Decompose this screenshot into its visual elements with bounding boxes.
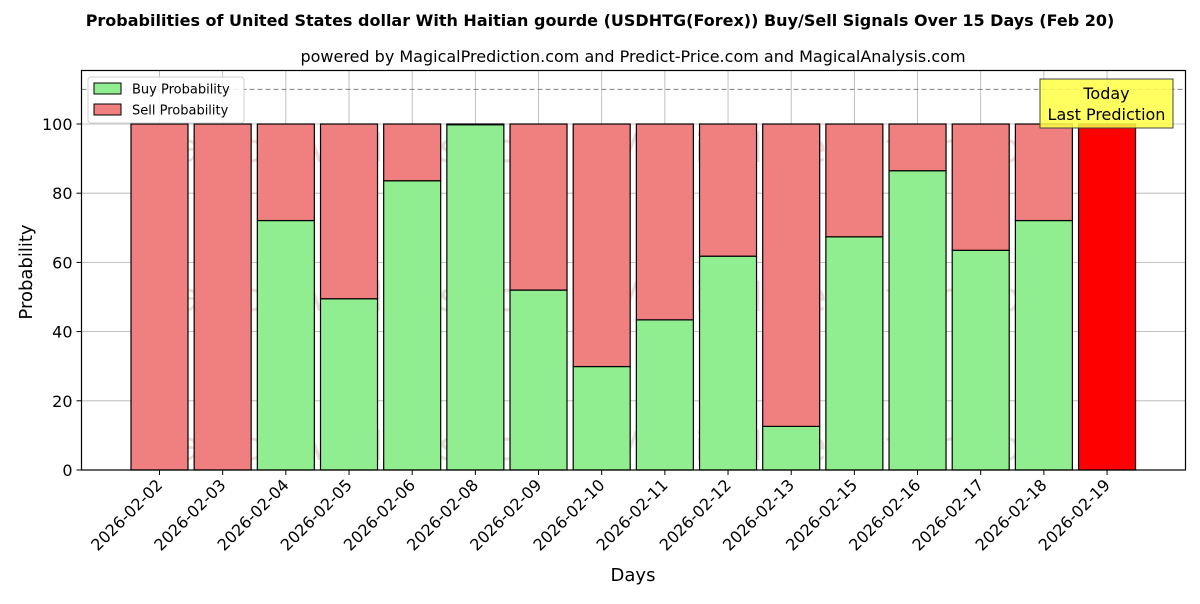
sell-segment: [888, 123, 947, 172]
bar-2026-02-16: [888, 123, 947, 471]
bars: [130, 123, 1137, 471]
buy-segment: [319, 298, 379, 471]
bar-2026-02-04: [256, 123, 315, 471]
today-annotation-line2: Last Prediction: [1048, 105, 1166, 124]
legend-swatch-sell: [93, 103, 122, 116]
y-axis: 0 20 40 60 80 100: [42, 115, 82, 480]
today-annotation: Today Last Prediction: [1039, 78, 1174, 129]
sell-segment: [193, 123, 252, 471]
bar-2026-02-18: [1014, 123, 1073, 471]
sell-segment: [319, 123, 379, 300]
chart-title: Probabilities of United States dollar Wi…: [86, 11, 1115, 30]
y-tick-label: 60: [52, 253, 72, 272]
buy-segment: [825, 236, 884, 471]
bar-2026-02-17: [951, 123, 1010, 471]
bar-2026-02-13: [762, 123, 821, 471]
bar-2026-02-06: [383, 123, 442, 471]
buy-segment: [446, 124, 505, 471]
today-annotation-box: [1039, 78, 1174, 129]
sell-segment: [446, 123, 505, 126]
bar-2026-02-19: [1077, 123, 1137, 471]
y-axis-label: Probability: [16, 224, 37, 319]
sell-segment: [572, 123, 631, 368]
sell-segment: [951, 123, 1010, 251]
sell-segment: [383, 123, 442, 182]
y-tick-label: 40: [52, 323, 72, 342]
buy-segment: [572, 365, 631, 471]
y-tick-label: 0: [62, 461, 72, 480]
chart-subtitle: powered by MagicalPrediction.com and Pre…: [300, 47, 965, 66]
buy-segment: [635, 319, 694, 471]
sell-segment: [635, 123, 694, 321]
sell-segment: [509, 123, 568, 291]
legend-label-sell: Sell Probability: [132, 104, 229, 119]
bar-2026-02-02: [130, 123, 189, 471]
y-tick-label: 100: [42, 115, 73, 134]
legend-box: [87, 76, 245, 124]
buy-segment: [698, 255, 758, 471]
bar-2026-02-08: [446, 123, 505, 471]
today-annotation-line1: Today: [1082, 84, 1129, 103]
buy-segment: [383, 180, 442, 471]
legend-label-buy: Buy Probability: [132, 83, 230, 98]
sell-segment: [130, 123, 189, 471]
bar-2026-02-10: [572, 123, 631, 471]
plot-frame: [80, 69, 1187, 471]
buy-segment: [888, 170, 947, 471]
sell-segment: [256, 123, 315, 222]
sell-segment: [762, 123, 821, 428]
buy-segment: [951, 249, 1010, 471]
x-axis: 2026-02-022026-02-032026-02-042026-02-05…: [87, 470, 1114, 555]
sell-segment: [698, 123, 758, 257]
buy-segment: [1014, 219, 1073, 471]
sell-segment: [1014, 123, 1073, 222]
bar-2026-02-05: [319, 123, 379, 471]
bar-2026-02-11: [635, 123, 694, 471]
sell-segment: [1077, 123, 1137, 471]
buy-segment: [256, 219, 315, 471]
bar-2026-02-15: [825, 123, 884, 471]
legend: Buy Probability Sell Probability: [87, 76, 245, 124]
legend-swatch-buy: [93, 82, 122, 95]
sell-segment: [825, 123, 884, 238]
bar-2026-02-12: [698, 123, 758, 471]
buy-segment: [509, 289, 568, 471]
bar-2026-02-03: [193, 123, 252, 471]
y-tick-label: 80: [52, 184, 72, 203]
buy-segment: [762, 425, 821, 471]
bar-2026-02-09: [509, 123, 568, 471]
y-tick-label: 20: [52, 392, 72, 411]
x-axis-label: Days: [611, 565, 656, 586]
